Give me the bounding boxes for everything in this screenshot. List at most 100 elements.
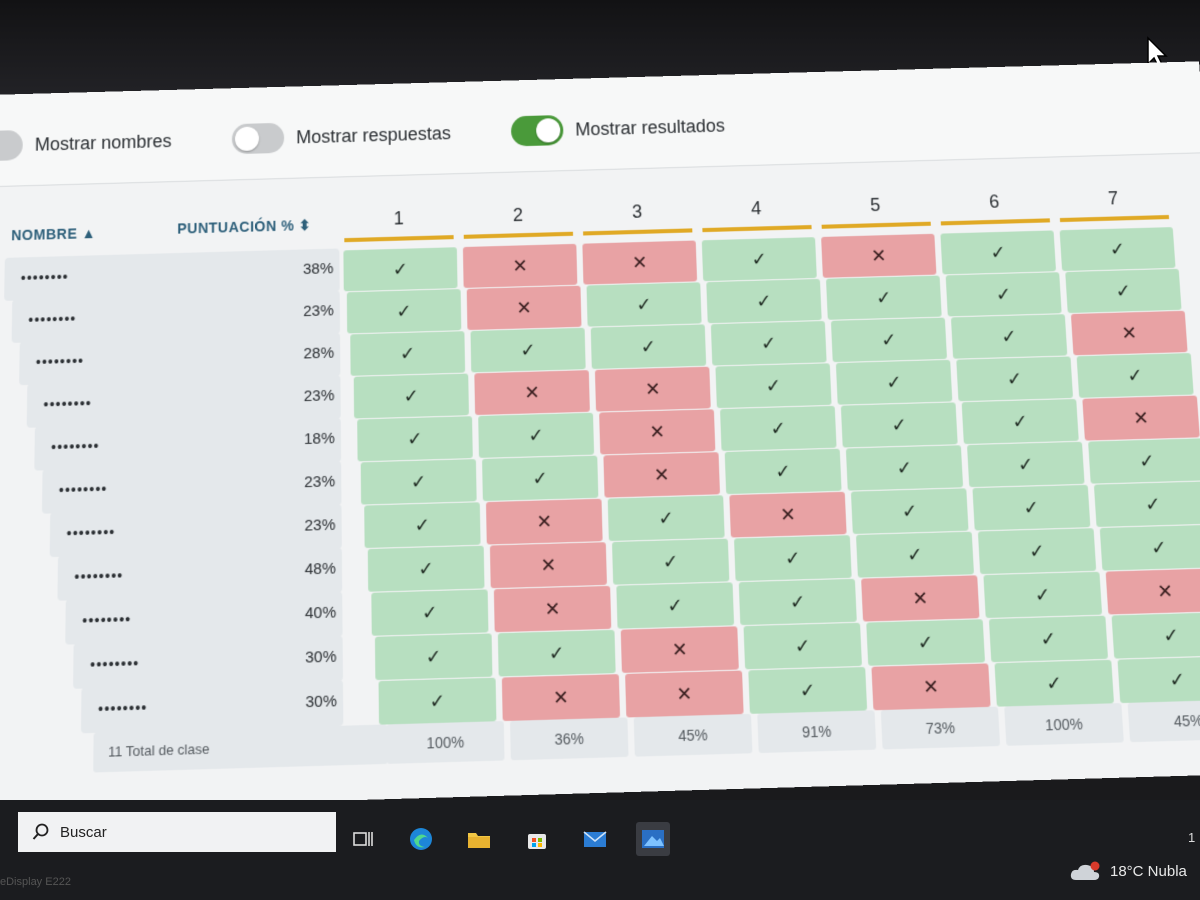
question-number[interactable]: 3 — [581, 200, 693, 224]
question-number[interactable]: 5 — [819, 193, 931, 217]
result-correct-cell[interactable]: ✓ — [357, 416, 473, 461]
file-explorer-icon[interactable] — [462, 822, 496, 856]
column-header-name[interactable]: NOMBRE ▲ — [11, 225, 96, 244]
result-correct-cell[interactable]: ✓ — [711, 321, 827, 366]
result-correct-cell[interactable]: ✓ — [720, 406, 837, 451]
edge-icon[interactable] — [404, 822, 438, 856]
result-correct-cell[interactable]: ✓ — [734, 535, 852, 581]
result-incorrect-cell[interactable]: ✕ — [729, 492, 846, 538]
result-incorrect-cell[interactable]: ✕ — [871, 663, 990, 710]
question-number[interactable]: 6 — [938, 190, 1050, 214]
result-incorrect-cell[interactable]: ✕ — [625, 671, 744, 718]
result-correct-cell[interactable]: ✓ — [851, 488, 969, 534]
result-correct-cell[interactable]: ✓ — [1077, 353, 1194, 398]
result-correct-cell[interactable]: ✓ — [364, 502, 480, 548]
result-correct-cell[interactable]: ✓ — [739, 579, 857, 625]
result-incorrect-cell[interactable]: ✕ — [502, 674, 620, 721]
result-correct-cell[interactable]: ✓ — [748, 667, 867, 714]
result-incorrect-cell[interactable]: ✕ — [1106, 568, 1200, 614]
result-correct-cell[interactable]: ✓ — [612, 539, 729, 585]
result-correct-cell[interactable]: ✓ — [371, 589, 488, 635]
result-correct-cell[interactable]: ✓ — [478, 413, 594, 458]
result-correct-cell[interactable]: ✓ — [946, 272, 1062, 316]
toggle-show-answers[interactable]: Mostrar respuestas — [232, 118, 451, 154]
result-correct-cell[interactable]: ✓ — [471, 328, 586, 373]
result-correct-cell[interactable]: ✓ — [482, 456, 598, 501]
result-correct-cell[interactable]: ✓ — [956, 356, 1073, 401]
result-correct-cell[interactable]: ✓ — [841, 402, 958, 447]
result-incorrect-cell[interactable]: ✕ — [467, 286, 582, 330]
result-incorrect-cell[interactable]: ✕ — [1082, 396, 1199, 441]
photos-icon[interactable] — [636, 822, 670, 856]
task-view-icon[interactable] — [346, 822, 380, 856]
result-correct-cell[interactable]: ✓ — [715, 363, 831, 408]
result-correct-cell[interactable]: ✓ — [1060, 227, 1176, 271]
result-incorrect-cell[interactable]: ✕ — [595, 367, 711, 412]
result-incorrect-cell[interactable]: ✕ — [486, 499, 603, 545]
taskbar-search-input[interactable]: Buscar — [18, 812, 336, 852]
result-incorrect-cell[interactable]: ✕ — [603, 452, 720, 497]
result-correct-cell[interactable]: ✓ — [1094, 481, 1200, 527]
result-correct-cell[interactable]: ✓ — [498, 630, 616, 677]
toggle-switch[interactable] — [232, 123, 284, 155]
result-correct-cell[interactable]: ✓ — [379, 678, 497, 725]
result-correct-cell[interactable]: ✓ — [940, 230, 1056, 274]
result-correct-cell[interactable]: ✓ — [951, 314, 1067, 359]
result-correct-cell[interactable]: ✓ — [1100, 525, 1200, 571]
result-correct-cell[interactable]: ✓ — [994, 660, 1114, 707]
result-correct-cell[interactable]: ✓ — [962, 399, 1079, 444]
result-correct-cell[interactable]: ✓ — [1117, 656, 1200, 703]
result-correct-cell[interactable]: ✓ — [983, 572, 1102, 618]
result-incorrect-cell[interactable]: ✕ — [490, 542, 607, 588]
weather-widget[interactable]: 18°C Nubla — [1068, 860, 1187, 882]
result-correct-cell[interactable]: ✓ — [591, 324, 706, 369]
result-correct-cell[interactable]: ✓ — [846, 445, 963, 490]
toggle-switch[interactable] — [0, 130, 23, 162]
result-correct-cell[interactable]: ✓ — [1112, 612, 1200, 659]
result-incorrect-cell[interactable]: ✕ — [494, 586, 611, 632]
result-correct-cell[interactable]: ✓ — [343, 247, 457, 291]
result-correct-cell[interactable]: ✓ — [972, 485, 1090, 531]
result-correct-cell[interactable]: ✓ — [978, 528, 1096, 574]
result-correct-cell[interactable]: ✓ — [361, 459, 477, 505]
result-correct-cell[interactable]: ✓ — [375, 633, 493, 680]
result-correct-cell[interactable]: ✓ — [587, 282, 702, 326]
toggle-switch[interactable] — [511, 115, 564, 147]
result-incorrect-cell[interactable]: ✕ — [474, 370, 590, 415]
result-correct-cell[interactable]: ✓ — [368, 546, 485, 592]
toggle-show-results[interactable]: Mostrar resultados — [511, 110, 726, 146]
result-correct-cell[interactable]: ✓ — [702, 237, 817, 281]
result-correct-cell[interactable]: ✓ — [967, 442, 1085, 487]
result-correct-cell[interactable]: ✓ — [826, 276, 942, 320]
result-incorrect-cell[interactable]: ✕ — [821, 234, 936, 278]
result-correct-cell[interactable]: ✓ — [989, 616, 1108, 663]
mail-icon[interactable] — [578, 822, 612, 856]
column-header-score[interactable]: PUNTUACIÓN % ⬍ — [177, 217, 311, 238]
result-incorrect-cell[interactable]: ✕ — [621, 626, 739, 673]
result-correct-cell[interactable]: ✓ — [856, 532, 974, 578]
question-number[interactable]: 2 — [462, 203, 574, 227]
result-correct-cell[interactable]: ✓ — [706, 279, 821, 323]
result-correct-cell[interactable]: ✓ — [1088, 438, 1200, 483]
result-correct-cell[interactable]: ✓ — [347, 289, 462, 333]
toggle-show-names[interactable]: Mostrar nombres — [0, 126, 172, 162]
result-correct-cell[interactable]: ✓ — [608, 495, 725, 541]
result-incorrect-cell[interactable]: ✕ — [582, 240, 697, 284]
result-correct-cell[interactable]: ✓ — [1065, 269, 1181, 313]
result-incorrect-cell[interactable]: ✕ — [599, 409, 715, 454]
result-incorrect-cell[interactable]: ✕ — [861, 575, 979, 621]
result-correct-cell[interactable]: ✓ — [831, 318, 947, 363]
result-incorrect-cell[interactable]: ✕ — [463, 244, 577, 288]
store-icon[interactable] — [520, 822, 554, 856]
result-correct-cell[interactable]: ✓ — [354, 374, 469, 419]
question-number[interactable]: 1 — [343, 207, 454, 231]
question-number[interactable]: 7 — [1057, 187, 1169, 211]
result-correct-cell[interactable]: ✓ — [616, 582, 734, 628]
result-incorrect-cell[interactable]: ✕ — [1071, 311, 1188, 356]
result-correct-cell[interactable]: ✓ — [866, 619, 985, 666]
question-number[interactable]: 4 — [700, 197, 812, 221]
result-correct-cell[interactable]: ✓ — [725, 449, 842, 494]
result-correct-cell[interactable]: ✓ — [836, 360, 952, 405]
result-correct-cell[interactable]: ✓ — [744, 623, 862, 670]
result-correct-cell[interactable]: ✓ — [350, 331, 465, 376]
